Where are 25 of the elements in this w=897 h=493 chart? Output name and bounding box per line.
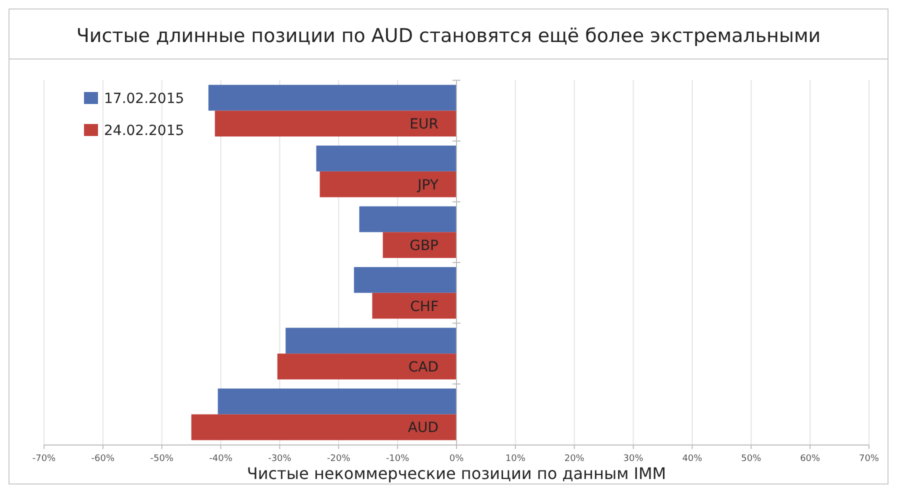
legend-label: 24.02.2015	[104, 123, 184, 139]
y-tick-label: GBP	[410, 238, 438, 254]
x-tick-label: -10%	[386, 454, 410, 464]
y-tick-label: CHF	[410, 298, 438, 315]
x-tick-label: 40%	[682, 454, 703, 464]
x-tick-label: 60%	[800, 454, 821, 464]
x-tick-label: -70%	[32, 454, 56, 464]
x-tick-label: 0%	[449, 454, 464, 464]
x-axis-title: Чистые некоммерческие позиции по данным IMM	[246, 464, 666, 483]
x-tick-label: 30%	[623, 454, 644, 464]
x-tick-label: -40%	[209, 454, 233, 464]
x-tick-label: -50%	[150, 454, 174, 464]
x-tick-label: 20%	[564, 454, 585, 464]
x-tick-label: 70%	[858, 454, 880, 464]
chart-title: Чистые длинные позиции по AUD становятся ещё более экстремальными	[76, 25, 821, 47]
x-tick-label: 10%	[505, 454, 526, 464]
x-tick-label: 50%	[741, 454, 762, 464]
x-tick-label: -60%	[91, 454, 115, 464]
x-tick-label: -30%	[268, 454, 292, 464]
x-tick-label: -20%	[327, 454, 351, 464]
y-tick-label: AUD	[408, 420, 438, 436]
y-tick-label: EUR	[410, 116, 439, 133]
y-tick-label: CAD	[408, 360, 438, 376]
y-tick-label: JPY	[416, 177, 439, 194]
legend-label: 17.02.2015	[104, 91, 184, 107]
